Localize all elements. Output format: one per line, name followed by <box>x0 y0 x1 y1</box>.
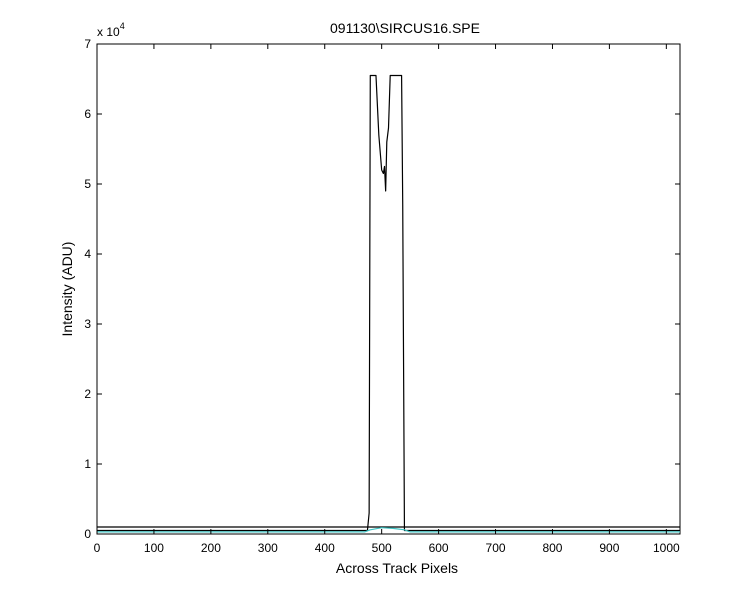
y-tick-label: 5 <box>84 177 91 191</box>
series-line-3 <box>97 527 680 533</box>
x-tick-label: 200 <box>201 541 221 555</box>
y-tick-label: 2 <box>84 387 91 401</box>
y-axis-multiplier: x 104 <box>97 21 125 39</box>
x-axis-label: Across Track Pixels <box>336 560 458 576</box>
x-tick-label: 300 <box>258 541 278 555</box>
y-tick-label: 7 <box>84 37 91 51</box>
plot-area <box>96 43 681 535</box>
y-tick-label: 4 <box>84 247 91 261</box>
series-layer <box>97 74 680 533</box>
x-tick-label: 600 <box>429 541 449 555</box>
x-tick-label: 800 <box>542 541 562 555</box>
series-line-1 <box>97 74 680 532</box>
y-axis-label: Intensity (ADU) <box>59 242 75 337</box>
y-axis-ticks: 0 1 2 3 4 5 6 7 <box>84 37 680 541</box>
x-tick-label: 1000 <box>653 541 680 555</box>
x-tick-label: 400 <box>315 541 335 555</box>
x-tick-label: 900 <box>599 541 619 555</box>
y-tick-label: 0 <box>84 527 91 541</box>
x-tick-label: 0 <box>94 541 101 555</box>
x-axis-ticks: 0 100 200 300 400 500 600 700 800 900 1000 <box>94 44 680 555</box>
chart-title: 091130\SIRCUS16.SPE <box>330 20 480 36</box>
y-tick-label: 3 <box>84 317 91 331</box>
x-tick-label: 700 <box>486 541 506 555</box>
x-tick-label: 500 <box>372 541 392 555</box>
y-tick-label: 1 <box>84 457 91 471</box>
y-tick-label: 6 <box>84 107 91 121</box>
x-tick-label: 100 <box>144 541 164 555</box>
